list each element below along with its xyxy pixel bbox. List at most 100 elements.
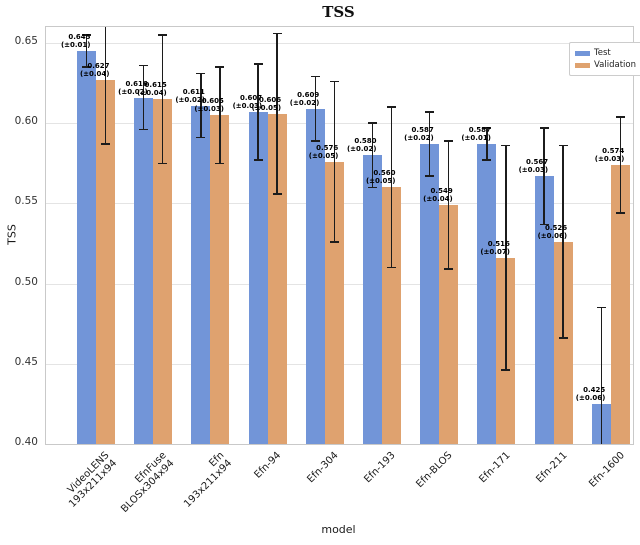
error-bar-cap [539, 127, 549, 129]
bar-validation [439, 205, 459, 444]
value-label: 0.425 (±0.06) [575, 385, 606, 402]
error-bar-cap [253, 63, 263, 65]
value-label: 0.611 (±0.02) [175, 87, 205, 104]
bar-validation [153, 99, 173, 444]
y-tick-label: 0.40 [14, 436, 38, 448]
x-tick-label: Efn-304 [305, 450, 341, 486]
error-bar [104, 27, 107, 145]
bar-validation [267, 113, 287, 444]
value-label: 0.645 (±0.01) [60, 33, 91, 50]
error-bar-cap [215, 162, 225, 165]
chart-title: TSS [322, 3, 355, 21]
x-tick-label: Efn-171 [476, 450, 513, 486]
error-bar-cap [596, 306, 606, 309]
y-tick-label: 0.50 [14, 275, 38, 288]
error-bar-cap [482, 127, 492, 129]
x-tick-label: Efn-BLOS [414, 450, 455, 491]
bar-validation [553, 241, 573, 444]
error-bar-cap [539, 223, 549, 226]
value-label: 0.516 (±0.07) [480, 239, 510, 256]
bar-validation [324, 161, 344, 444]
bar-test [191, 105, 211, 444]
error-bar [333, 81, 336, 242]
error-bar-cap [387, 266, 396, 269]
legend-label-test: Test [594, 48, 611, 58]
x-tick-label: Efn-94 [252, 450, 284, 481]
bar-test [363, 155, 382, 444]
gridline [46, 123, 633, 125]
bar-validation [610, 164, 630, 444]
error-bar [486, 128, 488, 161]
value-label: 0.606 (±0.05) [251, 95, 282, 112]
value-label: 0.587 (±0.02) [404, 126, 434, 143]
x-tick-label: Efn-211 [534, 450, 570, 486]
error-bar-cap [158, 34, 168, 36]
error-bar-cap [387, 106, 396, 108]
bar-test [305, 108, 325, 444]
value-label: 0.567 (±0.03) [518, 158, 549, 175]
error-bar-cap [615, 212, 625, 214]
legend-label-validation: Validation [594, 60, 636, 70]
error-bar-cap [196, 136, 206, 139]
error-bar-cap [368, 186, 377, 189]
bar-validation [96, 79, 115, 444]
error-bar [276, 33, 278, 194]
error-bar-cap [101, 143, 110, 145]
error-bar [505, 145, 507, 371]
bar-test [534, 176, 554, 444]
error-bar-cap [139, 128, 149, 131]
error-bar [161, 35, 164, 164]
error-bar-cap [310, 140, 320, 142]
legend-swatch-validation [575, 62, 590, 68]
error-bar [219, 67, 221, 164]
value-label: 0.609 (±0.02) [289, 90, 320, 107]
value-label: 0.549 (±0.04) [423, 187, 453, 204]
error-bar-cap [368, 122, 377, 124]
error-bar [447, 140, 450, 270]
error-bar-cap [558, 337, 568, 339]
y-tick-label: 0.65 [14, 35, 38, 48]
error-bar-cap [139, 64, 149, 67]
error-bar [314, 76, 317, 141]
x-tick-label: Efn-193 [362, 450, 398, 486]
bar-validation [382, 187, 401, 444]
error-bar-cap [196, 72, 206, 75]
value-label: 0.607 (±0.03) [232, 94, 263, 110]
error-bar-cap [444, 140, 454, 142]
error-bar-cap [82, 34, 91, 36]
error-bar-cap [272, 193, 282, 195]
plot-area: 0.645 (±0.01) 0.616 (±0.02) 0.611 (±0.02) 0… [45, 26, 634, 445]
value-label: 0.574 (±0.03) [594, 146, 625, 163]
error-bar-cap [615, 116, 625, 118]
error-bar-cap [215, 66, 225, 68]
x-tick-label: EfnFuse BLOSx304x94 [119, 450, 177, 516]
legend-swatch-test [575, 50, 590, 56]
y-tick-label: 0.60 [14, 115, 38, 128]
error-bar-cap [501, 369, 511, 371]
error-bar-cap [158, 162, 168, 165]
error-bar [600, 307, 603, 444]
bar-test [248, 112, 268, 444]
value-label: 0.580 (±0.02) [346, 137, 377, 154]
legend-item-test: Test [575, 47, 636, 59]
value-label: 0.615 (±0.04) [137, 81, 167, 98]
legend: Test Validation [569, 42, 640, 76]
error-bar-cap [329, 80, 339, 83]
error-bar-cap [558, 144, 568, 147]
y-tick-label: 0.45 [14, 355, 38, 368]
error-bar-cap [444, 268, 454, 270]
error-bar-cap [425, 175, 435, 177]
x-tick-label: VideoLENS 193x211x94 [65, 450, 120, 510]
x-tick-label: Efn 193x211x94 [181, 450, 234, 510]
bar-validation [210, 115, 230, 444]
error-bar-cap [501, 144, 511, 147]
gridline [46, 43, 633, 45]
error-bar [257, 63, 259, 161]
error-bar [85, 35, 88, 68]
value-label: 0.526 (±0.06) [537, 223, 568, 240]
value-label: 0.576 (±0.05) [308, 143, 339, 160]
value-label: 0.560 (±0.05) [365, 169, 396, 186]
error-bar-cap [310, 75, 320, 78]
error-bar [428, 112, 431, 177]
